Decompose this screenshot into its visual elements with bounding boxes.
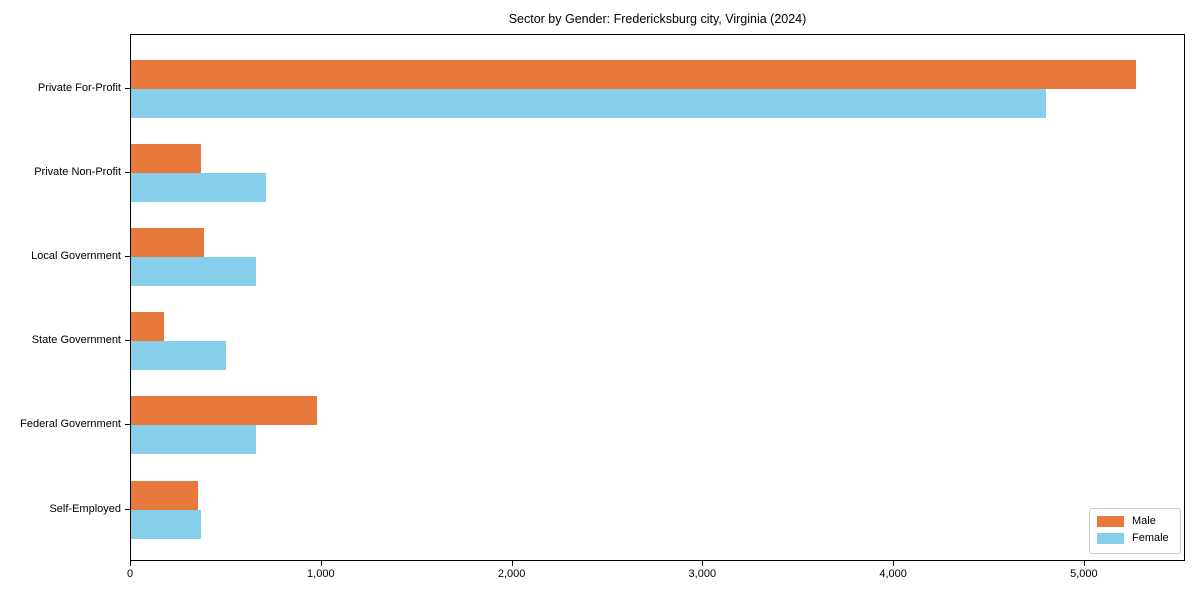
chart-title: Sector by Gender: Fredericksburg city, V… xyxy=(508,12,807,26)
x-tick-label: 0 xyxy=(126,568,134,580)
y-tick-mark xyxy=(125,340,130,342)
y-tick-label: Local Government xyxy=(31,249,121,262)
bar-female-1 xyxy=(131,172,266,202)
legend-label-male: Male xyxy=(1132,515,1156,527)
bar-male-3 xyxy=(131,312,165,342)
bar-female-0 xyxy=(131,88,1046,118)
y-tick-label: Private For-Profit xyxy=(37,81,121,94)
plot-area xyxy=(130,34,1185,561)
x-tick-mark xyxy=(893,561,895,566)
x-tick-label: 2,000 xyxy=(497,568,526,580)
legend-swatch-female xyxy=(1097,532,1124,544)
y-tick-label: Federal Government xyxy=(20,418,121,431)
y-tick-label: State Government xyxy=(31,334,121,347)
x-tick-mark xyxy=(511,561,513,566)
bar-male-5 xyxy=(131,480,198,510)
bar-male-4 xyxy=(131,396,317,426)
legend-item-male: Male xyxy=(1097,515,1180,527)
legend: Male Female xyxy=(1089,508,1181,554)
y-tick-mark xyxy=(125,424,130,426)
y-tick-mark xyxy=(125,171,130,173)
legend-label-female: Female xyxy=(1132,532,1169,544)
y-tick-mark xyxy=(125,508,130,510)
y-tick-label: Private Non-Profit xyxy=(34,165,121,178)
y-tick-mark xyxy=(125,87,130,89)
legend-item-female: Female xyxy=(1097,532,1180,544)
bar-female-3 xyxy=(131,341,227,371)
legend-swatch-male xyxy=(1097,515,1124,527)
x-tick-label: 3,000 xyxy=(688,568,717,580)
bar-female-4 xyxy=(131,425,256,455)
bar-female-5 xyxy=(131,509,201,539)
x-tick-mark xyxy=(702,561,704,566)
x-tick-label: 5,000 xyxy=(1070,568,1098,580)
bar-male-1 xyxy=(131,143,201,173)
x-tick-label: 4,000 xyxy=(879,568,907,580)
x-tick-mark xyxy=(130,561,131,566)
bar-male-0 xyxy=(131,59,1137,89)
y-tick-mark xyxy=(125,255,130,257)
bar-male-2 xyxy=(131,227,205,257)
bar-female-2 xyxy=(131,256,256,286)
x-tick-mark xyxy=(1083,561,1085,566)
x-tick-mark xyxy=(320,561,322,566)
y-tick-label: Self-Employed xyxy=(49,502,121,515)
x-tick-label: 1,000 xyxy=(307,568,335,580)
